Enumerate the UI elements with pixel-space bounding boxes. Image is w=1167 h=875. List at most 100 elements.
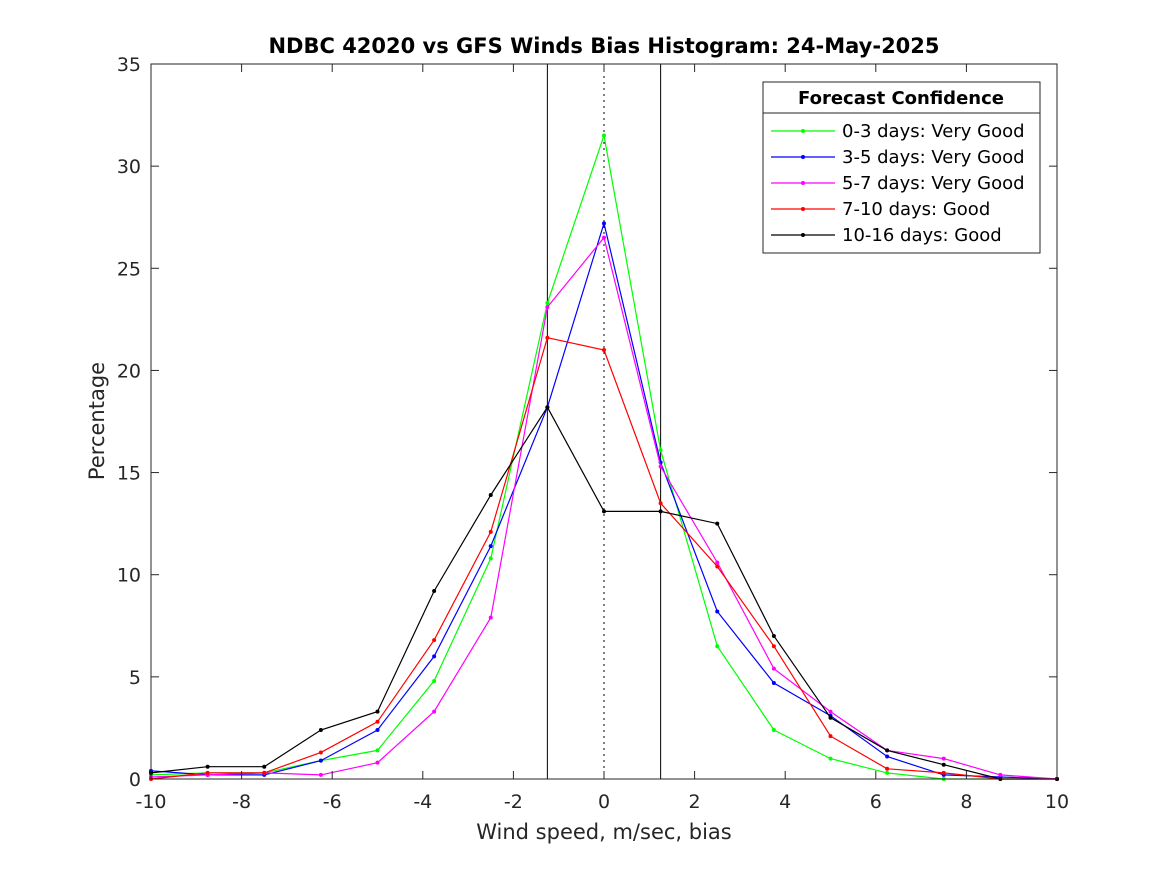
series-0-point-6 — [488, 556, 493, 561]
series-3-point-11 — [771, 644, 776, 649]
y-tick-label-6: 30 — [117, 156, 141, 178]
series-3-point-2 — [262, 770, 267, 775]
series-2-point-4 — [375, 760, 380, 765]
series-4-point-13 — [885, 748, 890, 753]
series-0-point-11 — [771, 727, 776, 732]
series-3-point-14 — [941, 770, 946, 775]
series-3-point-8 — [602, 348, 606, 352]
series-3-point-3 — [318, 750, 323, 755]
y-tick-label-7: 35 — [117, 54, 141, 76]
series-2-point-15 — [998, 772, 1003, 777]
series-4-point-9 — [658, 509, 663, 514]
legend-label-3: 7-10 days: Good — [842, 199, 990, 220]
legend-marker-3 — [801, 207, 805, 211]
series-1-point-11 — [771, 680, 776, 685]
y-tick-label-5: 25 — [117, 258, 141, 280]
series-3-point-7 — [545, 335, 550, 340]
y-tick-label-2: 10 — [117, 565, 141, 587]
x-tick-label-0: -10 — [135, 791, 166, 813]
series-0-point-12 — [828, 756, 833, 761]
ticks-group: -10 -8 -6 -4 -2 0 2 4 6 8 10 0 5 10 15 20 25 30 35 — [117, 54, 1069, 813]
series-4-point-2 — [262, 764, 267, 769]
legend-entries: 0-3 days: Very Good 3-5 days: Very Good 5-… — [771, 121, 1025, 246]
series-0-point-13 — [885, 770, 890, 775]
series-3-point-12 — [828, 734, 833, 739]
legend-label-4: 10-16 days: Good — [842, 225, 1002, 246]
chart-title: NDBC 42020 vs GFS Winds Bias Histogram: … — [268, 34, 939, 58]
legend-label-1: 3-5 days: Very Good — [842, 147, 1025, 168]
x-tick-label-2: -6 — [323, 791, 342, 813]
y-tick-label-4: 20 — [117, 360, 141, 382]
legend: Forecast Confidence 0-3 days: Very Good 3… — [762, 81, 1041, 254]
series-3-point-5 — [432, 638, 437, 643]
series-3-point-10 — [715, 564, 720, 569]
series-1-point-6 — [488, 544, 493, 549]
series-3-point-4 — [375, 719, 380, 724]
series-3-point-9 — [658, 501, 663, 506]
series-4-point-1 — [205, 764, 210, 769]
x-tick-label-10: 10 — [1045, 791, 1069, 813]
x-tick-label-3: -4 — [413, 791, 432, 813]
series-4-point-11 — [771, 634, 776, 638]
series-1-point-5 — [432, 654, 437, 659]
series-2-point-6 — [488, 615, 493, 620]
series-4-point-7 — [545, 405, 550, 410]
legend-label-2: 5-7 days: Very Good — [842, 173, 1025, 194]
y-tick-label-1: 5 — [129, 667, 141, 689]
legend-entry-4: 10-16 days: Good — [771, 225, 1002, 246]
series-2-point-12 — [828, 709, 833, 714]
series-1-point-8 — [602, 221, 606, 226]
series-2-point-9 — [658, 464, 663, 469]
x-tick-label-5: 0 — [598, 791, 610, 813]
series-2-point-14 — [941, 756, 946, 761]
x-tick-label-9: 8 — [960, 791, 972, 813]
series-2-point-5 — [432, 709, 437, 714]
legend-marker-0 — [801, 129, 805, 133]
series-2-point-10 — [715, 560, 720, 565]
x-tick-label-8: 6 — [870, 791, 882, 813]
series-2-point-7 — [545, 305, 550, 310]
series-4-point-3 — [318, 727, 323, 732]
series-0-point-9 — [658, 448, 663, 453]
series-1-point-10 — [715, 609, 720, 614]
series-1-point-4 — [375, 727, 380, 732]
legend-entry-3: 7-10 days: Good — [771, 199, 990, 220]
reference-lines — [546, 64, 662, 779]
series-4-point-14 — [941, 762, 946, 767]
legend-marker-1 — [801, 155, 805, 159]
legend-box — [762, 81, 1041, 254]
series-1-point-13 — [885, 754, 890, 759]
y-axis-label: Percentage — [85, 362, 109, 480]
series-2-point-3 — [318, 772, 323, 777]
legend-entry-2: 5-7 days: Very Good — [771, 173, 1025, 194]
legend-marker-2 — [801, 181, 805, 185]
series-4-point-10 — [715, 521, 720, 526]
series-0-point-8 — [602, 133, 606, 138]
y-tick-label-3: 15 — [117, 463, 141, 485]
series-4-point-4 — [375, 709, 380, 714]
series-3-point-13 — [885, 766, 890, 771]
series-4-point-8 — [602, 509, 606, 514]
series-0-point-4 — [375, 748, 380, 753]
legend-title: Forecast Confidence — [798, 88, 1004, 109]
series-1-point-3 — [318, 758, 323, 763]
series-0-point-7 — [545, 301, 550, 306]
x-tick-label-6: 2 — [689, 791, 701, 813]
series-2-point-8 — [602, 235, 606, 240]
legend-entry-0: 0-3 days: Very Good — [771, 121, 1025, 142]
legend-entry-1: 3-5 days: Very Good — [771, 147, 1025, 168]
series-0-point-10 — [715, 644, 720, 649]
series-3-point-6 — [488, 529, 493, 534]
x-axis-label: Wind speed, m/sec, bias — [476, 820, 732, 844]
x-tick-label-1: -8 — [232, 791, 251, 813]
series-4-point-12 — [828, 715, 833, 720]
legend-label-0: 0-3 days: Very Good — [842, 121, 1025, 142]
x-tick-label-7: 4 — [779, 791, 791, 813]
y-tick-label-0: 0 — [129, 769, 141, 791]
legend-marker-4 — [801, 233, 805, 237]
series-4 — [149, 405, 1059, 781]
series-3-point-1 — [205, 770, 210, 775]
series-group — [149, 133, 1059, 781]
series-0-point-5 — [432, 678, 437, 683]
